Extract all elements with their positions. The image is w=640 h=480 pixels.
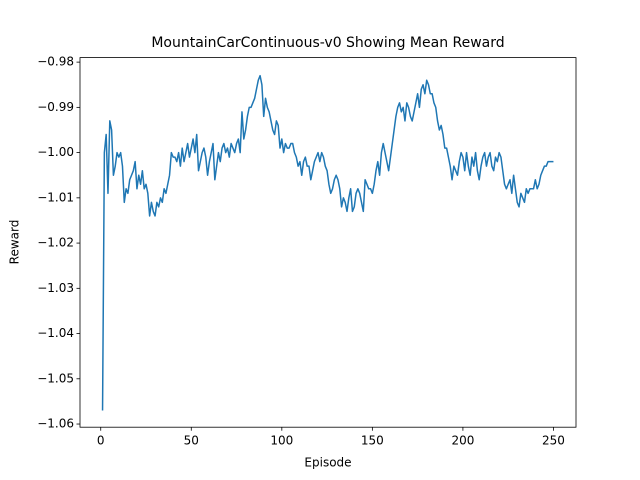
data-line <box>101 74 554 411</box>
x-tick-label: 150 <box>361 434 384 448</box>
y-tick-label: −1.04 <box>37 326 74 340</box>
plot-frame <box>79 57 577 428</box>
x-tick-label: 250 <box>542 434 565 448</box>
x-tick-label: 200 <box>451 434 474 448</box>
y-tick-label: −0.99 <box>37 100 74 114</box>
y-axis-label: Reward <box>8 220 22 265</box>
y-tick-label: −0.98 <box>37 55 74 69</box>
y-tick-label: −1.06 <box>37 417 74 431</box>
x-tick-label: 0 <box>97 434 105 448</box>
y-tick-label: −1.03 <box>37 281 74 295</box>
y-tick-label: −1.00 <box>37 145 74 159</box>
y-tick-label: −1.05 <box>37 371 74 385</box>
y-tick-label: −1.01 <box>37 190 74 204</box>
x-tick-label: 100 <box>270 434 293 448</box>
chart-title: MountainCarContinuous-v0 Showing Mean Re… <box>151 35 504 51</box>
y-tick-label: −1.02 <box>37 236 74 250</box>
x-tick-label: 50 <box>184 434 199 448</box>
x-axis-label: Episode <box>304 456 351 470</box>
